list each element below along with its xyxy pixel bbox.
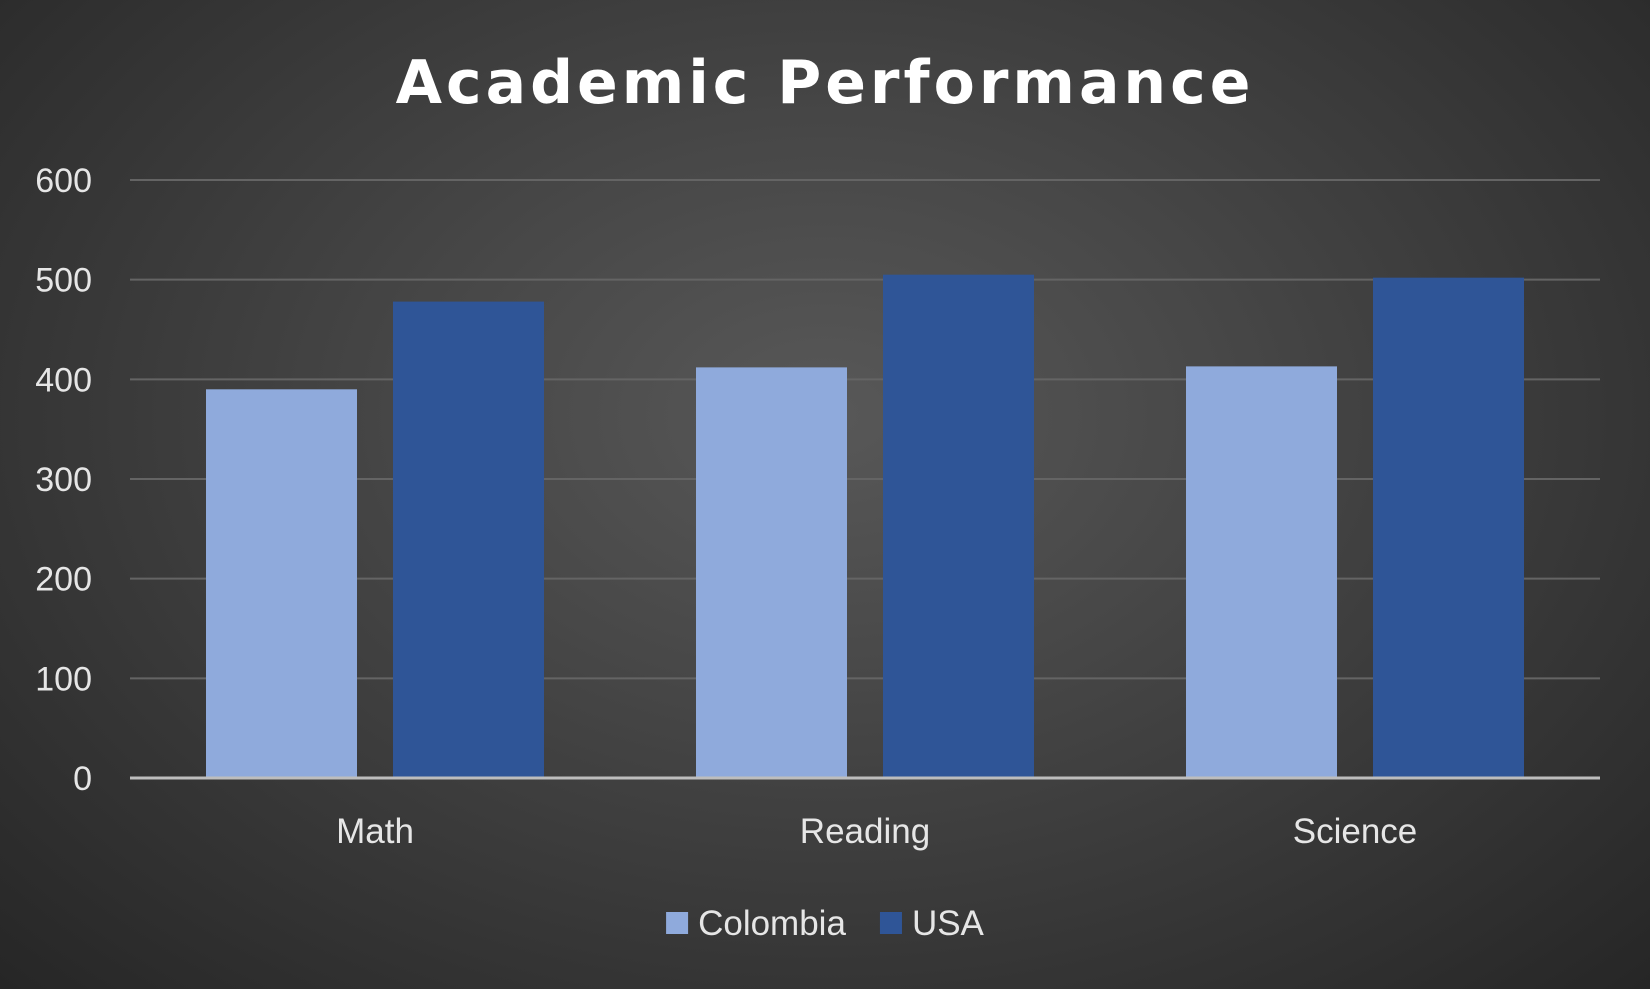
- y-tick-label: 500: [35, 262, 92, 300]
- y-tick-label: 300: [35, 461, 92, 499]
- legend-item-colombia: Colombia: [666, 904, 846, 943]
- legend-swatch-usa: [879, 912, 902, 934]
- y-tick-label: 600: [35, 162, 92, 200]
- legend-label-usa: USA: [912, 904, 985, 943]
- legend: Colombia USA: [666, 904, 985, 943]
- x-tick-label-reading: Reading: [800, 812, 930, 851]
- bars: [206, 274, 1524, 778]
- bar-usa-reading: [883, 274, 1034, 778]
- y-tick-label: 0: [73, 760, 92, 798]
- x-tick-label-science: Science: [1293, 812, 1418, 851]
- legend-swatch-colombia: [666, 912, 689, 934]
- y-tick-label: 200: [35, 561, 92, 599]
- axes: 0 100 200 300 400 500 600 Math Reading Science: [35, 162, 1600, 851]
- gridlines: [130, 179, 1600, 680]
- legend-label-colombia: Colombia: [698, 904, 846, 943]
- legend-item-usa: USA: [879, 904, 985, 943]
- bar-colombia-science: [1186, 366, 1337, 778]
- bar-colombia-math: [206, 389, 357, 778]
- bar-colombia-reading: [696, 367, 847, 778]
- bar-usa-science: [1373, 277, 1524, 778]
- x-tick-label-math: Math: [336, 812, 414, 851]
- y-tick-label: 400: [35, 361, 92, 399]
- bar-usa-math: [393, 301, 544, 778]
- chart-title: Academic Performance: [396, 48, 1255, 118]
- y-tick-label: 100: [35, 660, 92, 698]
